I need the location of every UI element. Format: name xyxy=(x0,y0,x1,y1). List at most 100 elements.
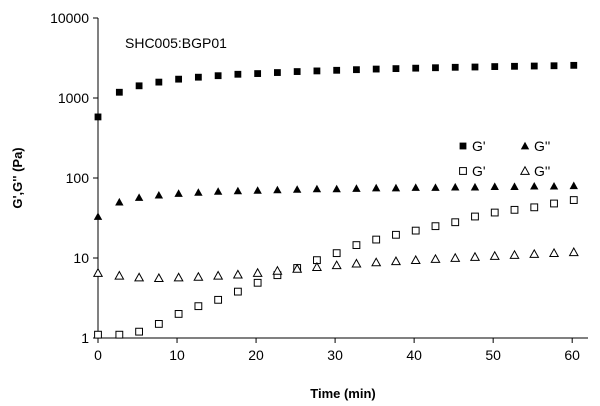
data-point xyxy=(549,181,559,190)
data-point xyxy=(115,88,123,96)
data-point xyxy=(135,327,143,336)
data-point xyxy=(293,68,301,75)
data-point xyxy=(509,249,520,259)
data-point xyxy=(353,66,360,74)
data-point xyxy=(311,261,322,271)
legend-marker xyxy=(459,167,467,175)
data-point xyxy=(570,61,578,69)
data-marks xyxy=(92,61,579,339)
data-point xyxy=(173,272,184,282)
legend-label: G' xyxy=(472,138,486,154)
x-tick-label: 10 xyxy=(169,347,185,363)
data-point xyxy=(194,302,203,311)
data-point xyxy=(430,253,441,263)
data-point xyxy=(115,197,124,206)
y-tick-label: 10 xyxy=(73,250,89,266)
data-point xyxy=(530,62,538,70)
data-point xyxy=(331,260,342,270)
data-point xyxy=(333,66,341,74)
data-point xyxy=(253,186,262,194)
data-point xyxy=(135,82,143,90)
legend-marker xyxy=(519,165,531,175)
data-point xyxy=(352,241,361,249)
legend-label: G'' xyxy=(534,163,550,179)
data-point xyxy=(451,218,460,227)
data-point xyxy=(371,183,381,192)
data-point xyxy=(115,330,124,339)
data-point xyxy=(213,187,223,195)
data-point xyxy=(114,270,125,280)
data-point xyxy=(134,193,144,201)
data-point xyxy=(94,113,102,121)
x-axis-title: Time (min) xyxy=(310,386,376,401)
data-point xyxy=(412,64,420,72)
x-tick-label: 40 xyxy=(406,347,422,363)
data-point xyxy=(371,257,382,267)
data-point xyxy=(233,186,243,195)
legend-marker xyxy=(459,142,467,150)
data-point xyxy=(351,258,362,268)
data-point xyxy=(471,212,479,221)
data-point xyxy=(352,184,361,192)
data-point xyxy=(292,263,303,273)
data-point xyxy=(153,272,164,283)
series-0 xyxy=(94,61,578,121)
data-point xyxy=(451,63,459,71)
data-point xyxy=(529,248,540,258)
data-point xyxy=(392,230,400,239)
data-point xyxy=(134,272,145,282)
data-point xyxy=(569,181,578,190)
data-point xyxy=(431,183,440,191)
x-tick-label: 30 xyxy=(327,347,343,363)
data-point xyxy=(470,182,480,191)
data-point xyxy=(312,184,322,193)
data-point xyxy=(550,199,558,208)
data-point xyxy=(313,67,321,75)
series-2 xyxy=(94,196,578,339)
data-point xyxy=(234,70,242,78)
data-point xyxy=(292,185,302,193)
data-point xyxy=(154,320,163,328)
data-point xyxy=(411,226,420,235)
data-point xyxy=(194,73,202,81)
data-point xyxy=(154,190,164,199)
data-point xyxy=(450,252,461,262)
data-point xyxy=(431,222,440,231)
data-point xyxy=(372,65,380,73)
data-point xyxy=(510,205,519,214)
data-point xyxy=(213,270,224,280)
data-point xyxy=(411,183,420,191)
data-point xyxy=(174,310,183,318)
data-point xyxy=(193,271,204,281)
data-point xyxy=(214,72,222,80)
data-point xyxy=(252,267,263,277)
data-point xyxy=(550,62,558,70)
data-point xyxy=(530,181,539,190)
legend: G' G'' G' G'' xyxy=(459,138,550,179)
data-point xyxy=(155,78,163,86)
data-point xyxy=(471,63,479,71)
data-point xyxy=(548,247,560,258)
series-3 xyxy=(92,247,579,283)
data-point xyxy=(232,269,243,279)
legend-label: G' xyxy=(472,163,486,179)
data-point xyxy=(410,254,421,265)
data-point xyxy=(391,183,401,192)
y-tick-label: 10000 xyxy=(50,10,89,26)
x-tick-label: 0 xyxy=(94,347,102,363)
data-point xyxy=(511,62,518,70)
data-point xyxy=(332,249,341,258)
legend-label: G'' xyxy=(534,138,550,154)
data-point xyxy=(332,184,341,193)
data-point xyxy=(568,247,579,257)
data-point xyxy=(490,182,499,190)
data-point xyxy=(94,330,102,339)
data-point xyxy=(272,265,283,275)
y-tick-label: 1000 xyxy=(58,90,89,106)
data-point xyxy=(390,256,402,266)
data-point xyxy=(194,188,203,196)
data-point xyxy=(372,235,381,244)
data-point xyxy=(491,63,499,70)
